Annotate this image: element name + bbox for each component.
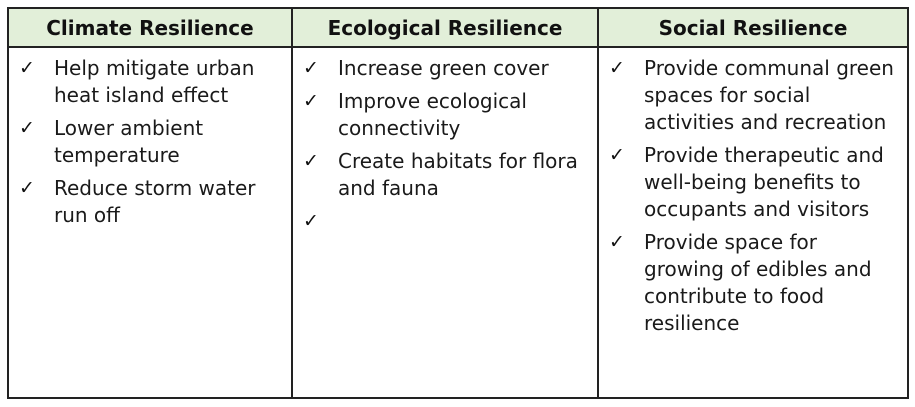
- list-item-text: Improve ecological connectivity: [338, 89, 527, 140]
- list-item: ✓ Provide space for growing of edibles an…: [599, 229, 907, 337]
- list-item-text: Help mitigate urban heat island effect: [54, 56, 255, 107]
- checkmark-icon: ✓: [609, 231, 625, 253]
- list-item: ✓ Provide therapeutic and well-being bene…: [599, 142, 907, 223]
- list-item-text: Reduce storm water run off: [54, 176, 256, 227]
- list-item: ✓ Improve ecological connectivity: [293, 88, 597, 142]
- list-item-text: Create habitats for flora and fauna: [338, 149, 578, 200]
- list-item-text: Increase green cover: [338, 56, 549, 80]
- checkmark-icon: ✓: [303, 57, 319, 79]
- list-item: ✓ Help mitigate urban heat island effect: [9, 55, 291, 109]
- list-item: ✓ Reduce storm water run off: [9, 175, 291, 229]
- header-ecological-resilience: Ecological Resilience: [291, 7, 599, 48]
- ecological-resilience-cell: ✓ Increase green cover ✓ Improve ecologica…: [291, 46, 599, 399]
- header-climate-resilience: Climate Resilience: [7, 7, 293, 48]
- checkmark-icon: ✓: [609, 144, 625, 166]
- list-item: ✓ Provide communal green spaces for socia…: [599, 55, 907, 136]
- checkmark-icon: ✓: [19, 57, 35, 79]
- checkmark-icon: ✓: [19, 177, 35, 199]
- list-item-text: Provide space for growing of edibles and…: [644, 230, 872, 335]
- header-social-resilience: Social Resilience: [597, 7, 909, 48]
- list-item: ✓ Lower ambient temperature: [9, 115, 291, 169]
- resilience-table: Climate Resilience Ecological Resilience…: [7, 7, 909, 399]
- table-header: Climate Resilience Ecological Resilience…: [7, 7, 909, 48]
- table-body: ✓ Help mitigate urban heat island effect …: [7, 46, 909, 399]
- checkmark-icon: ✓: [19, 117, 35, 139]
- checkmark-icon: ✓: [303, 90, 319, 112]
- header-row: Climate Resilience Ecological Resilience…: [7, 7, 909, 48]
- list-item-text: Provide communal green spaces for social…: [644, 56, 894, 134]
- list-item: ✓ Create habitats for flora and fauna: [293, 148, 597, 202]
- checkmark-icon: ✓: [303, 210, 319, 232]
- list-item-text: Provide therapeutic and well-being benef…: [644, 143, 884, 221]
- climate-resilience-list: ✓ Help mitigate urban heat island effect …: [9, 55, 291, 229]
- social-resilience-cell: ✓ Provide communal green spaces for socia…: [597, 46, 909, 399]
- list-item-text: [338, 208, 591, 235]
- checkmark-icon: ✓: [303, 150, 319, 172]
- social-resilience-list: ✓ Provide communal green spaces for socia…: [599, 55, 907, 337]
- content-row: ✓ Help mitigate urban heat island effect …: [7, 46, 909, 399]
- climate-resilience-cell: ✓ Help mitigate urban heat island effect …: [7, 46, 293, 399]
- checkmark-icon: ✓: [609, 57, 625, 79]
- list-item-text: Lower ambient temperature: [54, 116, 204, 167]
- list-item: ✓: [293, 208, 597, 235]
- ecological-resilience-list: ✓ Increase green cover ✓ Improve ecologica…: [293, 55, 597, 235]
- list-item: ✓ Increase green cover: [293, 55, 597, 82]
